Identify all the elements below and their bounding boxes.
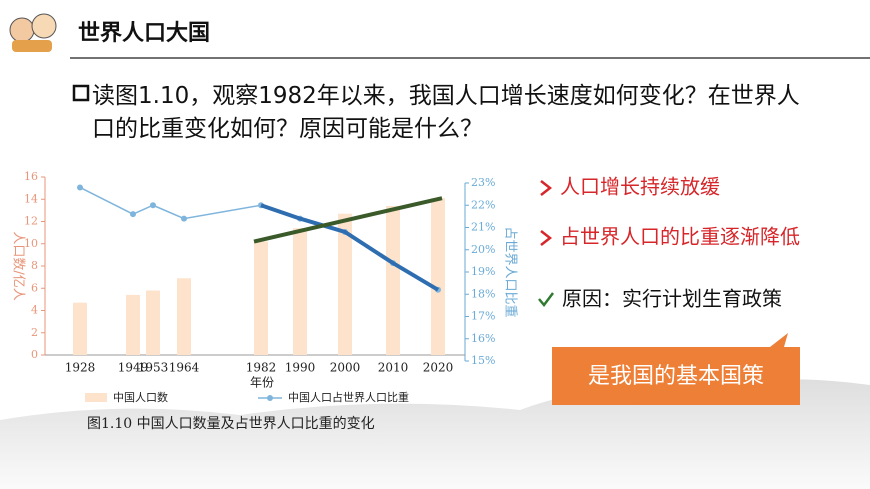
bar bbox=[338, 213, 352, 355]
legend-swatch bbox=[85, 393, 107, 402]
bullet-arrow bbox=[540, 230, 553, 246]
share-point bbox=[150, 202, 156, 209]
share-point bbox=[130, 211, 136, 218]
population-trend bbox=[253, 196, 443, 244]
y-tick-label: 2 bbox=[31, 326, 38, 339]
y-tick-label: 10 bbox=[24, 237, 38, 250]
mountain-background bbox=[0, 379, 870, 489]
bar bbox=[126, 294, 140, 355]
header-icon bbox=[9, 13, 57, 52]
y-tick-label: 8 bbox=[31, 259, 38, 272]
x-tick-label: 1964 bbox=[169, 361, 200, 375]
y-axis-label: 人口数/亿人 bbox=[11, 231, 26, 300]
x-tick-label: 1990 bbox=[285, 361, 316, 375]
check-mark bbox=[538, 292, 554, 308]
callout-text: 是我国的基本国策 bbox=[588, 364, 764, 389]
point: 占世界人口的比重逐渐降低 bbox=[560, 225, 800, 249]
x-tick-label: 1949 bbox=[118, 361, 149, 375]
bar bbox=[293, 228, 307, 355]
bar bbox=[146, 290, 160, 355]
x-tick-label: 2000 bbox=[330, 361, 361, 375]
legend-label: 中国人口占世界人口比重 bbox=[288, 390, 409, 404]
y-tick-label: 12 bbox=[24, 215, 38, 228]
bar bbox=[386, 205, 400, 355]
y2-tick-label: 19% bbox=[471, 265, 495, 278]
y2-tick-label: 18% bbox=[471, 287, 495, 300]
share-point bbox=[181, 215, 187, 222]
share-point bbox=[77, 184, 83, 191]
y-tick-label: 14 bbox=[24, 192, 38, 205]
y2-tick-label: 17% bbox=[471, 310, 495, 323]
x-tick-label: 2010 bbox=[378, 361, 409, 375]
bullet-arrow bbox=[540, 180, 553, 196]
question-text: 读图1.10，观察1982年以来，我国人口增长速度如何变化？在世界人口的比重变化… bbox=[92, 83, 800, 142]
callout-box bbox=[552, 333, 800, 405]
bar bbox=[73, 302, 87, 355]
x-tick-label: 2020 bbox=[423, 361, 454, 375]
bar bbox=[254, 241, 268, 355]
question-marker bbox=[72, 84, 90, 102]
x-axis-label: 年份 bbox=[250, 376, 274, 390]
y2-tick-label: 22% bbox=[471, 198, 495, 211]
y-tick-label: 4 bbox=[31, 304, 38, 317]
y2-tick-label: 23% bbox=[471, 176, 495, 189]
reason: 原因：实行计划生育政策 bbox=[562, 287, 782, 311]
x-tick-label: 1928 bbox=[65, 361, 96, 375]
bar bbox=[177, 278, 191, 355]
x-tick-label: 1953 bbox=[138, 361, 169, 375]
legend-label: 中国人口数 bbox=[113, 391, 168, 404]
y2-axis-label: 占世界人口比重 bbox=[503, 226, 519, 317]
bar bbox=[431, 198, 445, 355]
legend-dot bbox=[267, 395, 273, 401]
point: 人口增长持续放缓 bbox=[560, 175, 720, 199]
y2-tick-label: 21% bbox=[471, 221, 495, 234]
x-tick-label: 1982 bbox=[246, 361, 277, 375]
y2-tick-label: 15% bbox=[471, 354, 495, 367]
y2-tick-label: 20% bbox=[471, 243, 495, 256]
chart-caption: 图1.10 中国人口数量及占世界人口比重的变化 bbox=[87, 416, 375, 432]
share-highlight bbox=[260, 203, 440, 292]
y-tick-label: 0 bbox=[31, 348, 38, 361]
chart: 0 2 4 6 8 10 12 14 16 15% 16% 17% 18% 19% 20% 21% 22% 23%… bbox=[11, 170, 519, 404]
y2-tick-label: 16% bbox=[471, 332, 495, 345]
header-title: 世界人口大国 bbox=[78, 21, 210, 46]
y-tick-label: 6 bbox=[31, 281, 38, 294]
y-tick-label: 16 bbox=[24, 170, 38, 183]
